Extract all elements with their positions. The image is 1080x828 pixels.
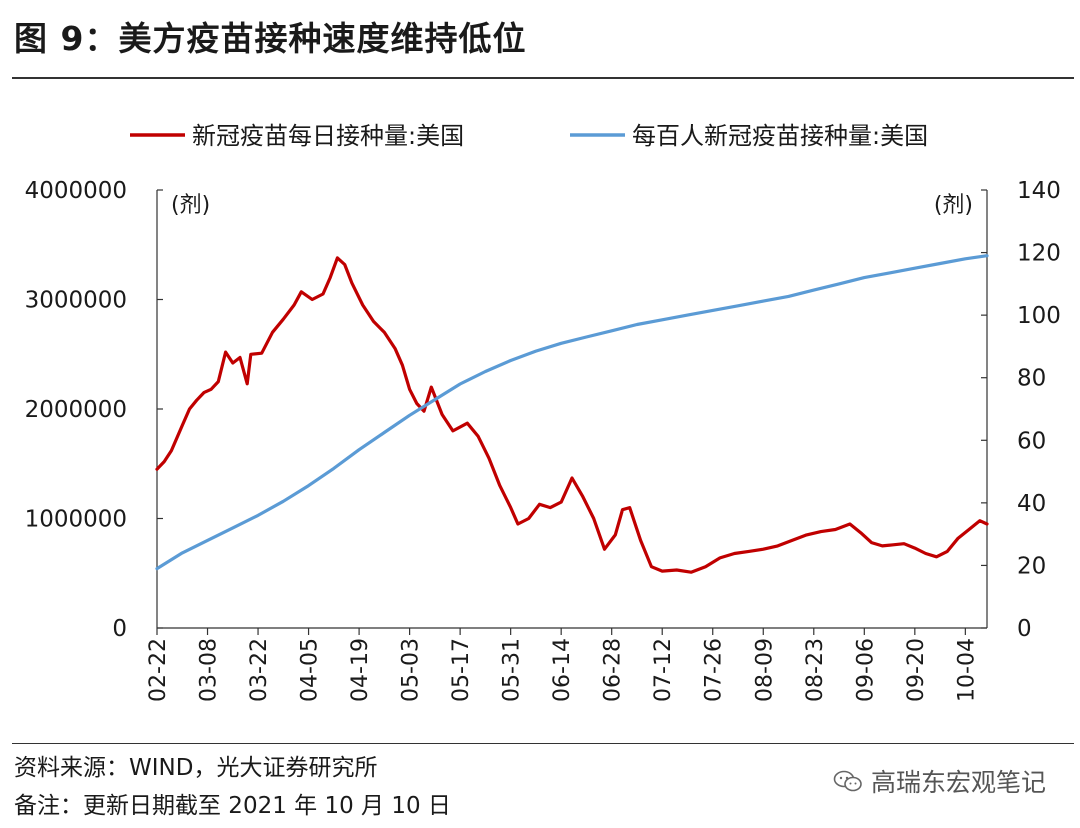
right-tick-label: 80 (1017, 366, 1046, 392)
right-tick-label: 140 (1017, 178, 1061, 204)
x-tick-label: 10-04 (954, 638, 979, 702)
left-tick-label: 2000000 (25, 397, 127, 423)
left-tick-label: 1000000 (25, 507, 127, 533)
right-axis-unit: (剂) (934, 193, 973, 218)
x-tick-label: 05-17 (449, 638, 474, 702)
title-divider (12, 77, 1074, 79)
chart-title: 图 9：美方疫苗接种速度维持低位 (14, 19, 527, 58)
source-text: 资料来源：WIND，光大证券研究所 (14, 755, 378, 781)
left-tick-label: 4000000 (25, 178, 127, 204)
left-tick-label: 0 (112, 616, 127, 642)
x-tick-label: 08-09 (752, 638, 777, 702)
x-tick-label: 08-23 (803, 638, 828, 702)
x-tick-label: 03-08 (197, 638, 222, 702)
left-axis-unit: (剂) (171, 193, 210, 218)
x-tick-label: 07-26 (702, 638, 727, 702)
per-100-vaccinations-line (155, 254, 989, 571)
footer-divider (12, 743, 1074, 744)
x-tick-label: 05-31 (500, 638, 525, 702)
legend-label-1: 新冠疫苗每日接种量:美国 (192, 122, 464, 150)
left-tick-label: 3000000 (25, 288, 127, 314)
x-tick-label: 03-22 (247, 638, 272, 702)
x-tick-label: 06-28 (601, 638, 626, 702)
right-tick-label: 40 (1017, 491, 1046, 517)
wechat-icon (833, 770, 862, 792)
right-tick-label: 20 (1017, 553, 1046, 579)
right-tick-label: 60 (1017, 428, 1046, 454)
right-tick-label: 120 (1017, 241, 1061, 267)
legend-label-2: 每百人新冠疫苗接种量:美国 (632, 122, 928, 150)
x-tick-label: 02-22 (146, 638, 171, 702)
x-tick-label: 04-19 (348, 638, 373, 702)
x-tick-label: 09-20 (904, 638, 929, 702)
watermark: 高瑞东宏观笔记 (833, 763, 1046, 799)
right-tick-label: 0 (1017, 616, 1032, 642)
x-tick-label: 04-05 (298, 638, 323, 702)
x-tick-label: 07-12 (651, 638, 676, 702)
vaccination-chart: 0 1000000 2000000 3000000 4000000 0 20 40 60 80 10… (25, 122, 1061, 702)
right-tick-label: 100 (1017, 303, 1061, 329)
note-text: 备注：更新日期截至 2021 年 10 月 10 日 (14, 793, 451, 819)
x-tick-label: 09-06 (853, 638, 878, 702)
daily-vaccinations-line (155, 256, 989, 574)
watermark-text: 高瑞东宏观笔记 (870, 768, 1046, 797)
x-tick-label: 06-14 (550, 638, 575, 702)
x-tick-label: 05-03 (399, 638, 424, 702)
